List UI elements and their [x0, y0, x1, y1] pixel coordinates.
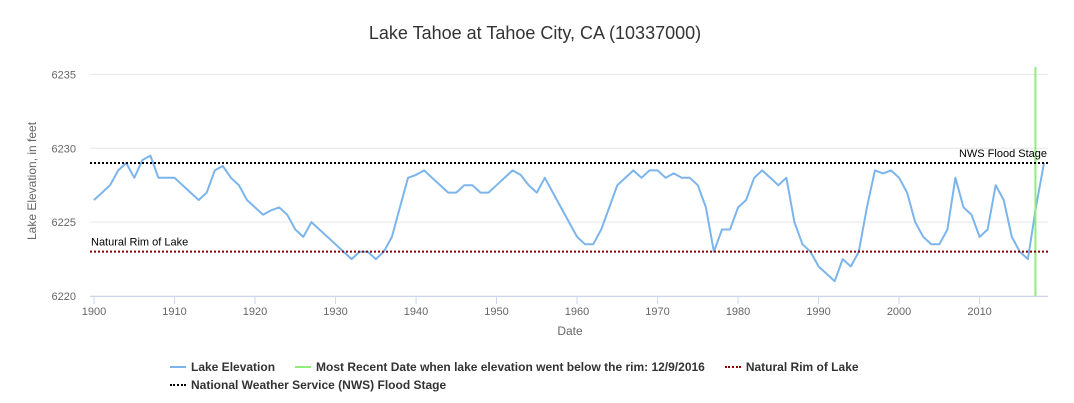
legend-item-natural-rim[interactable]: Natural Rim of Lake — [724, 360, 859, 374]
series-line-lake-elevation — [93, 154, 1045, 283]
legend-label: Most Recent Date when lake elevation wen… — [316, 360, 705, 374]
plot-area: Natural Rim of Lake NWS Flood Stage — [90, 67, 1048, 296]
legend: Lake Elevation Most Recent Date when lak… — [170, 358, 930, 394]
y-tick-label: 6235 — [52, 69, 76, 81]
x-axis-label: Date — [557, 324, 583, 338]
y-tick-label: 6225 — [52, 217, 76, 229]
y-tick-label: 6230 — [52, 143, 76, 155]
x-tick-label: 1910 — [162, 306, 186, 318]
chart-title: Lake Tahoe at Tahoe City, CA (10337000) — [369, 23, 701, 43]
x-axis-ticks: 1900 1910 1920 1930 1940 1950 1960 1970 1980 1990… — [82, 296, 1048, 318]
x-tick-label: 2000 — [887, 306, 911, 318]
x-tick-label: 1960 — [565, 306, 589, 318]
y-axis-label: Lake Elevation, in feet — [25, 121, 39, 240]
legend-item-most-recent-date[interactable]: Most Recent Date when lake elevation wen… — [295, 360, 705, 374]
y-tick-label: 6220 — [52, 291, 76, 303]
y-axis-ticks: 6220 6225 6230 6235 — [52, 69, 76, 303]
legend-swatch — [170, 366, 186, 368]
legend-item-lake-elevation[interactable]: Lake Elevation — [170, 360, 275, 374]
legend-row: Lake Elevation Most Recent Date when lak… — [170, 358, 930, 376]
natural-rim-label: Natural Rim of Lake — [91, 237, 188, 249]
legend-swatch — [295, 366, 312, 368]
legend-label: Natural Rim of Lake — [745, 360, 859, 374]
x-tick-label: 1940 — [404, 306, 428, 318]
x-tick-label: 1950 — [484, 306, 508, 318]
x-tick-label: 1990 — [806, 306, 830, 318]
legend-item-flood-stage[interactable]: National Weather Service (NWS) Flood Sta… — [170, 378, 446, 392]
x-tick-label: 1980 — [726, 306, 750, 318]
grid-lines — [90, 73, 1048, 297]
legend-swatch — [170, 384, 186, 386]
x-tick-label: 1920 — [243, 306, 267, 318]
legend-row: National Weather Service (NWS) Flood Sta… — [170, 376, 930, 394]
flood-stage-label: NWS Flood Stage — [959, 148, 1047, 160]
x-tick-label: 1930 — [323, 306, 347, 318]
x-tick-label: 1900 — [82, 306, 106, 318]
x-tick-label: 2010 — [967, 306, 991, 318]
legend-label: Lake Elevation — [191, 360, 276, 374]
legend-swatch — [724, 366, 741, 368]
legend-label: National Weather Service (NWS) Flood Sta… — [191, 378, 447, 392]
x-tick-label: 1970 — [645, 306, 669, 318]
